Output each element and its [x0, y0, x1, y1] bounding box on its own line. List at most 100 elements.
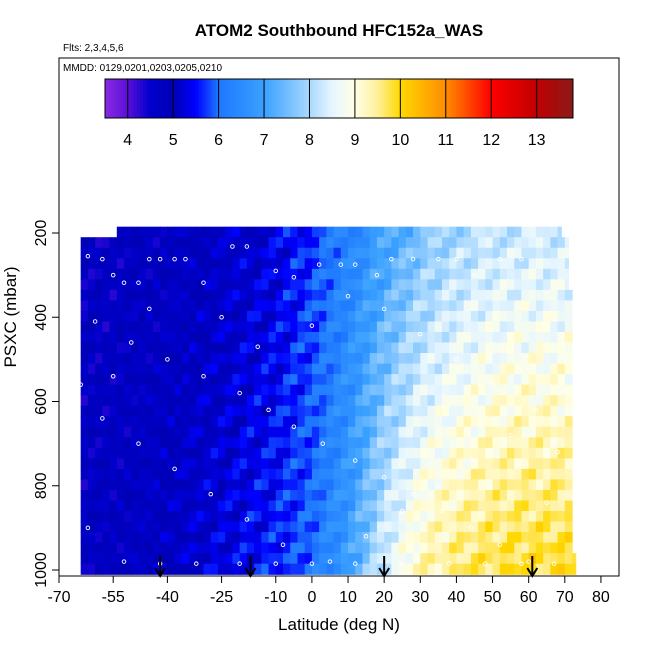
heat-cell: [514, 289, 523, 301]
heat-cell: [463, 437, 472, 449]
heat-cell: [203, 300, 212, 312]
heat-cell: [152, 321, 161, 333]
heat-cell: [369, 247, 378, 259]
heat-cell: [543, 237, 551, 249]
heat-cell: [499, 553, 508, 565]
heat-cell: [203, 247, 212, 259]
heat-cell: [355, 342, 364, 354]
heat-cell: [283, 342, 291, 354]
heat-cell: [478, 458, 486, 470]
heat-cell: [95, 342, 103, 354]
colorbar-segment: [137, 79, 141, 118]
sample-point: [230, 244, 235, 249]
heat-cell: [290, 563, 299, 575]
heat-cell: [152, 300, 161, 312]
heat-cell: [109, 553, 118, 565]
heat-cell: [225, 374, 234, 386]
heat-cell: [434, 468, 443, 481]
heat-cell: [413, 553, 421, 565]
heat-cell: [478, 426, 486, 438]
heat-cell: [340, 237, 349, 249]
heat-cell: [297, 416, 306, 428]
heat-cell: [362, 342, 371, 354]
heat-cell: [167, 405, 176, 417]
heat-cell: [239, 374, 248, 386]
heat-cell: [441, 279, 450, 291]
heat-cell: [181, 363, 190, 375]
heat-cell: [499, 300, 508, 312]
colorbar-segment: [558, 79, 562, 118]
colorbar-segment: [508, 79, 513, 118]
heat-cell: [203, 458, 212, 470]
heat-cell: [355, 247, 364, 259]
heat-cell: [210, 395, 219, 407]
heat-cell: [167, 237, 176, 249]
heat-cell: [87, 458, 96, 470]
heat-cell: [225, 489, 234, 502]
colorbar-segment: [552, 79, 556, 118]
heat-cell: [333, 479, 342, 491]
heat-cell: [138, 563, 147, 575]
heat-cell: [102, 437, 111, 449]
heat-cell: [427, 416, 436, 428]
heat-cell: [485, 500, 494, 512]
heat-cell: [275, 500, 284, 512]
heat-cell: [492, 258, 501, 270]
heat-cell: [181, 447, 190, 459]
heat-cell: [405, 353, 414, 365]
heat-cell: [109, 405, 118, 417]
heat-cell: [268, 237, 277, 249]
heat-cell: [413, 353, 421, 365]
heat-cell: [485, 426, 494, 438]
heat-cell: [420, 468, 429, 481]
colorbar-segment: [207, 79, 211, 118]
heat-cell: [398, 342, 407, 354]
heat-cell: [268, 532, 277, 544]
heat-cell: [514, 247, 523, 259]
heat-cell: [521, 353, 530, 365]
heat-cell: [333, 542, 342, 554]
heat-cell: [456, 395, 465, 407]
heat-cell: [441, 310, 450, 323]
heat-cell: [376, 395, 385, 407]
heat-cell: [340, 468, 349, 481]
heat-cell: [492, 426, 501, 438]
colorbar-segment: [499, 79, 504, 118]
heat-cell: [297, 563, 306, 575]
heat-cell: [521, 363, 530, 375]
heat-cell: [189, 395, 197, 407]
heat-cell: [87, 342, 96, 354]
heat-cell: [138, 384, 147, 396]
heat-cell: [116, 374, 125, 386]
heat-cell: [131, 247, 140, 259]
heat-cell: [268, 384, 277, 396]
heat-cell: [434, 511, 443, 523]
heat-cell: [384, 458, 392, 470]
heat-cell: [196, 289, 205, 301]
heat-cell: [369, 458, 378, 470]
heat-cell: [478, 468, 486, 481]
heat-cell: [167, 553, 176, 565]
heat-cell: [189, 321, 197, 333]
heat-cell: [210, 247, 219, 259]
colorbar-segment: [540, 79, 545, 118]
heat-cell: [449, 300, 458, 312]
heat-cell: [326, 458, 335, 470]
colorbar-segment: [280, 79, 284, 118]
heat-cell: [470, 374, 479, 386]
heat-cell: [196, 237, 205, 249]
heat-cell: [507, 426, 515, 438]
heat-cell: [145, 374, 154, 386]
colorbar-segment: [385, 79, 390, 118]
heat-cell: [225, 237, 234, 249]
heat-cell: [102, 426, 111, 438]
heat-cell: [420, 563, 429, 575]
heat-cell: [456, 542, 465, 554]
heat-cell: [217, 458, 226, 470]
heat-cell: [95, 279, 103, 291]
heat-cell: [124, 511, 132, 523]
heat-cell: [145, 226, 154, 238]
heat-cell: [210, 374, 219, 386]
heat-cell: [145, 237, 154, 249]
heat-cell: [297, 532, 306, 544]
